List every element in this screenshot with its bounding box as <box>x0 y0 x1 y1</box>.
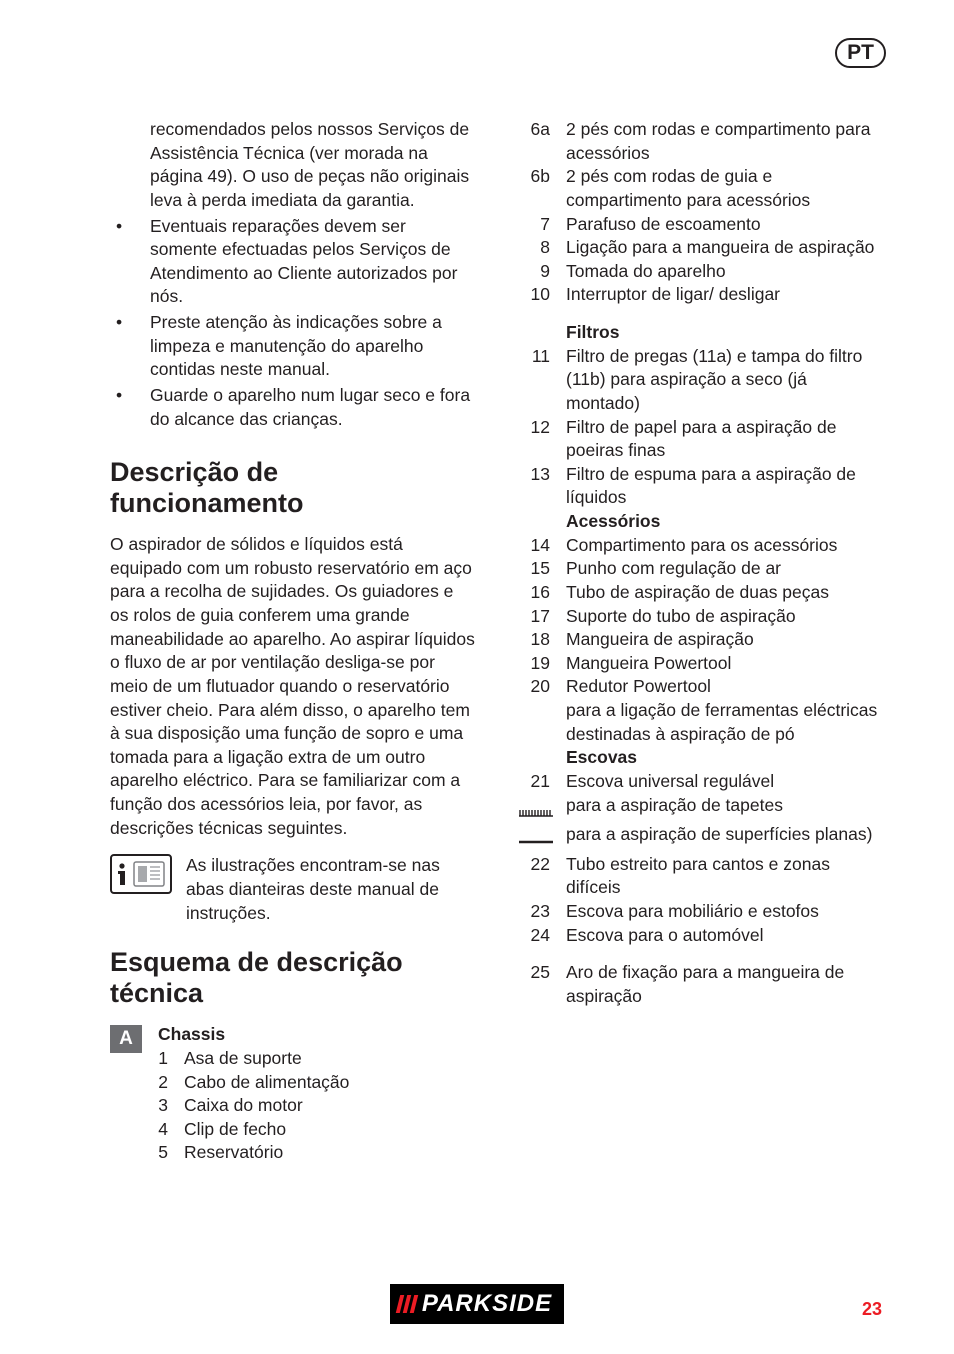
list-num: 16 <box>518 581 566 605</box>
list-num: 13 <box>518 463 566 510</box>
carpet-icon <box>518 794 566 824</box>
heading-esquema: Esquema de descrição técnica <box>110 947 476 1009</box>
list-text: Tubo de aspiração de duas peças <box>566 581 884 605</box>
bullet-text: Eventuais reparações devem ser somente e… <box>150 215 476 310</box>
list-text: Suporte do tubo de aspiração <box>566 605 884 629</box>
escovas-label: Escovas <box>566 746 884 770</box>
chassis-list: 1Asa de suporte 2Cabo de alimentação 3Ca… <box>158 1047 476 1165</box>
bullet-marker: • <box>110 215 150 310</box>
bullet-marker: • <box>110 384 150 431</box>
list-num: 6b <box>518 165 566 212</box>
parts-list-25: 25Aro de fixação para a mangueira de asp… <box>518 961 884 1008</box>
list-num: 11 <box>518 345 566 416</box>
list-text: Escova universal regulável <box>566 770 884 794</box>
list-text: Filtro de espuma para a aspiração de líq… <box>566 463 884 510</box>
page-number: 23 <box>862 1299 882 1320</box>
diagram-letter-a: A <box>110 1025 142 1053</box>
list-text: 2 pés com rodas de guia e compartimento … <box>566 165 884 212</box>
list-text: Reservatório <box>184 1141 476 1165</box>
info-text: As ilustrações encontram-se nas abas dia… <box>186 854 476 925</box>
list-num: 6a <box>518 118 566 165</box>
filtros-label: Filtros <box>566 321 884 345</box>
list-num: 24 <box>518 924 566 948</box>
list-num <box>518 746 566 770</box>
brand-text: PARKSIDE <box>422 1290 552 1318</box>
footer: PARKSIDE <box>0 1284 954 1324</box>
list-text: Caixa do motor <box>184 1094 476 1118</box>
list-num: 14 <box>518 534 566 558</box>
list-text: Filtro de pregas (11a) e tampa do filtro… <box>566 345 884 416</box>
list-num: 2 <box>158 1071 184 1095</box>
list-num: 9 <box>518 260 566 284</box>
list-text: Tomada do aparelho <box>566 260 884 284</box>
list-text: Filtro de papel para a aspiração de poei… <box>566 416 884 463</box>
list-text: Mangueira de aspiração <box>566 628 884 652</box>
intro-continuation: recomendados pelos nossos Serviços de As… <box>110 118 476 213</box>
list-text: 2 pés com rodas e compartimento para ace… <box>566 118 884 165</box>
list-text: Ligação para a mangueira de aspiração <box>566 236 884 260</box>
list-text: Asa de suporte <box>184 1047 476 1071</box>
list-num: 15 <box>518 557 566 581</box>
brand-logo: PARKSIDE <box>390 1284 564 1324</box>
list-num: 12 <box>518 416 566 463</box>
list-text: Escova para o automóvel <box>566 924 884 948</box>
list-text: Escova para mobiliário e estofos <box>566 900 884 924</box>
list-num: 5 <box>158 1141 184 1165</box>
left-column: recomendados pelos nossos Serviços de As… <box>110 118 476 1165</box>
list-text: Punho com regulação de ar <box>566 557 884 581</box>
floor-mode-row: para a aspiração de superfícies planas) <box>518 823 884 853</box>
heading-descricao: Descrição de funcionamento <box>110 457 476 519</box>
language-badge: PT <box>835 38 886 68</box>
list-num: 3 <box>158 1094 184 1118</box>
list-num <box>518 510 566 534</box>
descricao-body: O aspirador de sólidos e líquidos está e… <box>110 533 476 840</box>
list-num: 1 <box>158 1047 184 1071</box>
list-text: Parafuso de escoamento <box>566 213 884 237</box>
chassis-label: Chassis <box>158 1023 476 1047</box>
floor-icon <box>518 823 566 853</box>
list-num: 18 <box>518 628 566 652</box>
list-text: Clip de fecho <box>184 1118 476 1142</box>
carpet-text: para a aspiração de tapetes <box>566 794 783 824</box>
info-callout: As ilustrações encontram-se nas abas dia… <box>110 854 476 925</box>
filtros-section: Filtros 11Filtro de pregas (11a) e tampa… <box>518 321 884 794</box>
list-num <box>518 321 566 345</box>
chassis-block: A Chassis 1Asa de suporte 2Cabo de alime… <box>110 1023 476 1165</box>
list-num: 22 <box>518 853 566 900</box>
list-text: Compartimento para os acessórios <box>566 534 884 558</box>
list-num: 21 <box>518 770 566 794</box>
parts-list-tail: 22Tubo estreito para cantos e zonas difí… <box>518 853 884 948</box>
list-text: Mangueira Powertool <box>566 652 884 676</box>
bullet-marker: • <box>110 311 150 382</box>
floor-text: para a aspiração de superfícies planas) <box>566 823 872 853</box>
carpet-mode-row: para a aspiração de tapetes <box>518 794 884 824</box>
safety-bullets: •Eventuais reparações devem ser somente … <box>110 215 476 432</box>
right-column: 6a2 pés com rodas e compartimento para a… <box>518 118 884 1165</box>
list-num: 20 <box>518 675 566 746</box>
list-text: Tubo estreito para cantos e zonas difíce… <box>566 853 884 900</box>
list-text: Redutor Powertool para a ligação de ferr… <box>566 675 884 746</box>
list-num: 7 <box>518 213 566 237</box>
list-num: 4 <box>158 1118 184 1142</box>
bullet-text: Guarde o aparelho num lugar seco e fora … <box>150 384 476 431</box>
list-text: Interruptor de ligar/ desligar <box>566 283 884 307</box>
list-num: 25 <box>518 961 566 1008</box>
list-num: 10 <box>518 283 566 307</box>
list-text: Cabo de alimentação <box>184 1071 476 1095</box>
acessorios-label: Acessórios <box>566 510 884 534</box>
brand-stripes-icon <box>398 1295 416 1313</box>
info-icon <box>110 854 172 894</box>
list-num: 23 <box>518 900 566 924</box>
bullet-text: Preste atenção às indicações sobre a lim… <box>150 311 476 382</box>
list-num: 17 <box>518 605 566 629</box>
page-content: recomendados pelos nossos Serviços de As… <box>0 0 954 1205</box>
list-num: 19 <box>518 652 566 676</box>
list-num: 8 <box>518 236 566 260</box>
parts-list-top: 6a2 pés com rodas e compartimento para a… <box>518 118 884 307</box>
list-text: Aro de fixação para a mangueira de aspir… <box>566 961 884 1008</box>
